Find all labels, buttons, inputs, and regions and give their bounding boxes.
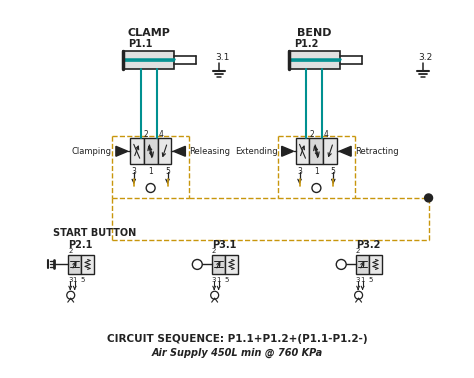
Text: 3.2: 3.2	[419, 53, 433, 62]
Text: 2: 2	[356, 248, 360, 254]
Bar	[225, 254, 238, 274]
Text: 2: 2	[143, 130, 148, 139]
Text: Air Supply 450L min @ 760 KPa: Air Supply 450L min @ 760 KPa	[151, 348, 323, 358]
Text: 1: 1	[148, 167, 153, 176]
Text: Retracting: Retracting	[355, 147, 399, 156]
Bar	[68, 254, 81, 274]
Text: P1.2: P1.2	[294, 39, 319, 49]
Text: CLAMP: CLAMP	[127, 28, 170, 38]
Bar	[130, 138, 144, 164]
Text: 1: 1	[217, 277, 221, 284]
Circle shape	[312, 184, 321, 192]
Text: P2.1: P2.1	[68, 240, 92, 249]
Text: 3.1: 3.1	[215, 53, 229, 62]
Circle shape	[67, 291, 75, 299]
Text: 2: 2	[309, 130, 314, 139]
Text: 4: 4	[158, 130, 163, 139]
Circle shape	[146, 184, 155, 192]
Text: CIRCUIT SEQUENCE: P1.1+P1.2+(P1.1-P1.2-): CIRCUIT SEQUENCE: P1.1+P1.2+(P1.1-P1.2-)	[107, 334, 367, 344]
Circle shape	[336, 259, 346, 270]
Text: 3: 3	[212, 277, 217, 284]
Bar	[212, 254, 225, 274]
Text: BEND: BEND	[297, 28, 332, 38]
Polygon shape	[116, 146, 128, 156]
Text: 5: 5	[225, 277, 229, 284]
Bar	[310, 138, 323, 164]
Circle shape	[192, 259, 202, 270]
Text: 5: 5	[369, 277, 373, 284]
Text: 3: 3	[356, 277, 360, 284]
Text: 1: 1	[314, 167, 319, 176]
Text: 5: 5	[331, 167, 336, 176]
Bar	[157, 138, 172, 164]
Circle shape	[425, 194, 433, 202]
Polygon shape	[282, 146, 293, 156]
Polygon shape	[173, 146, 185, 156]
Bar	[296, 138, 310, 164]
Bar	[369, 254, 382, 274]
Text: 2: 2	[212, 248, 216, 254]
Text: 3: 3	[131, 167, 136, 176]
Text: P1.1: P1.1	[128, 39, 153, 49]
Text: 2: 2	[68, 248, 73, 254]
Text: Clamping: Clamping	[72, 147, 112, 156]
Text: P3.1: P3.1	[212, 240, 237, 249]
Text: 1: 1	[360, 277, 365, 284]
Text: Extending: Extending	[235, 147, 278, 156]
Bar	[123, 51, 174, 69]
Bar	[356, 254, 369, 274]
Text: START BUTTON: START BUTTON	[54, 228, 137, 238]
Text: 3: 3	[68, 277, 73, 284]
Text: 5: 5	[165, 167, 170, 176]
Bar	[81, 254, 94, 274]
Polygon shape	[339, 146, 351, 156]
Text: 5: 5	[81, 277, 85, 284]
Text: 1: 1	[73, 277, 77, 284]
Text: P3.2: P3.2	[356, 240, 381, 249]
Text: Releasing: Releasing	[189, 147, 230, 156]
Circle shape	[211, 291, 219, 299]
Text: 4: 4	[324, 130, 329, 139]
Bar	[323, 138, 337, 164]
Circle shape	[355, 291, 363, 299]
Bar	[289, 51, 340, 69]
Text: 3: 3	[297, 167, 302, 176]
Bar	[144, 138, 157, 164]
